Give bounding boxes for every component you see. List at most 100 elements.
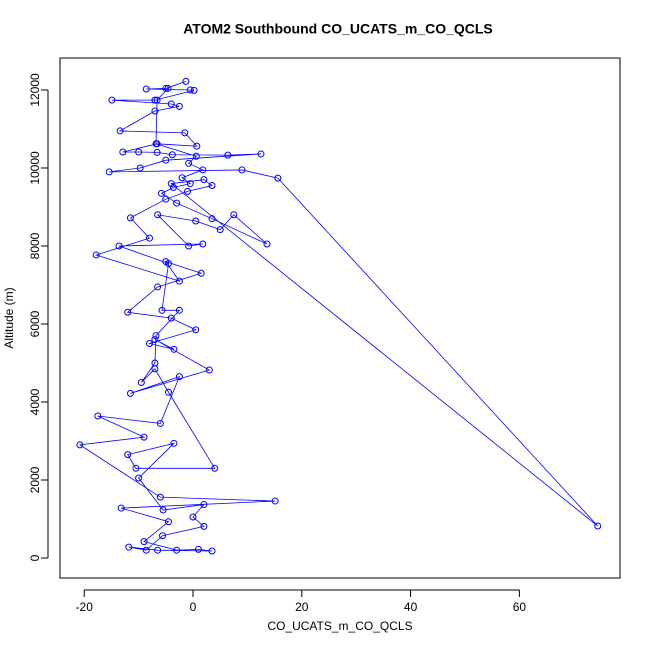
point	[124, 451, 132, 459]
y-tick-label: 4000	[28, 388, 42, 415]
point	[186, 86, 194, 94]
point	[169, 183, 177, 191]
x-axis-label: CO_UCATS_m_CO_QCLS	[267, 619, 412, 633]
y-tick-label: 6000	[28, 310, 42, 337]
point	[94, 412, 102, 420]
point	[126, 214, 134, 222]
point	[274, 174, 282, 182]
point	[224, 151, 232, 159]
point	[153, 96, 161, 104]
point	[181, 129, 189, 137]
point	[154, 211, 162, 219]
point	[153, 148, 161, 156]
point	[193, 142, 201, 150]
x-tick-label: 60	[513, 600, 527, 614]
y-tick-label: 0	[28, 554, 42, 561]
point	[173, 199, 181, 207]
point	[194, 545, 202, 553]
point	[167, 180, 175, 188]
y-axis-label: Altitude (m)	[2, 287, 16, 348]
point	[175, 373, 183, 381]
point	[170, 439, 178, 447]
point	[135, 148, 143, 156]
point	[142, 546, 150, 554]
point	[151, 359, 159, 367]
point	[136, 164, 144, 172]
point	[151, 96, 159, 104]
point	[186, 180, 194, 188]
point	[154, 283, 162, 291]
point	[108, 96, 116, 104]
point	[132, 464, 140, 472]
point	[156, 493, 164, 501]
point	[162, 195, 170, 203]
point	[199, 240, 207, 248]
point	[208, 182, 216, 190]
point	[164, 84, 172, 92]
point	[116, 127, 124, 135]
point	[216, 226, 224, 234]
point	[205, 366, 213, 374]
point	[200, 176, 208, 184]
point	[117, 504, 125, 512]
point	[167, 314, 175, 322]
point	[124, 308, 132, 316]
point	[125, 543, 133, 551]
point	[192, 152, 200, 160]
point	[199, 166, 207, 174]
point	[157, 189, 165, 197]
point	[208, 215, 216, 223]
point	[162, 156, 170, 164]
point	[140, 433, 148, 441]
point	[76, 441, 84, 449]
point	[263, 240, 271, 248]
point	[154, 546, 162, 554]
point	[135, 474, 143, 482]
point	[151, 107, 159, 115]
point	[152, 140, 160, 148]
point	[271, 497, 279, 505]
chart-title: ATOM2 Southbound CO_UCATS_m_CO_QCLS	[183, 21, 493, 37]
point	[189, 513, 197, 521]
point	[92, 251, 100, 259]
point	[145, 339, 153, 347]
point	[158, 306, 166, 314]
point	[594, 522, 602, 530]
point	[126, 389, 134, 397]
y-tick-label: 2000	[28, 466, 42, 493]
point	[156, 419, 164, 427]
point	[190, 86, 198, 94]
point	[159, 532, 167, 540]
point	[152, 332, 160, 340]
point	[105, 168, 113, 176]
point	[167, 100, 175, 108]
point	[185, 242, 193, 250]
y-tick-label: 12000	[28, 73, 42, 107]
point	[257, 150, 265, 158]
point	[230, 211, 238, 219]
point	[159, 506, 167, 514]
point	[238, 166, 246, 174]
point	[137, 378, 145, 386]
y-tick-label: 8000	[28, 232, 42, 259]
point	[119, 148, 127, 156]
point	[175, 306, 183, 314]
point	[175, 277, 183, 285]
point	[200, 522, 208, 530]
point	[192, 326, 200, 334]
point	[151, 336, 159, 344]
point	[165, 388, 173, 396]
x-tick-label: 0	[190, 600, 197, 614]
point	[208, 547, 216, 555]
plot-frame	[59, 57, 621, 579]
point	[170, 345, 178, 353]
point	[145, 234, 153, 242]
point	[178, 174, 186, 182]
point	[211, 464, 219, 472]
point	[165, 518, 173, 526]
point	[200, 501, 208, 509]
point	[184, 187, 192, 195]
point	[173, 546, 181, 554]
point	[142, 85, 150, 93]
